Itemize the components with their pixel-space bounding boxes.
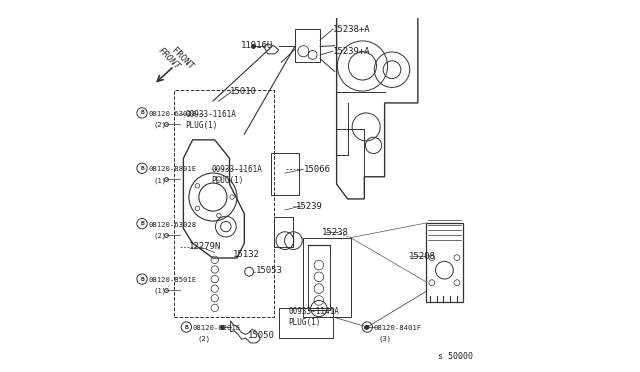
Text: B: B (140, 166, 144, 171)
Bar (426, 223, 463, 302)
Text: PLUG(1): PLUG(1) (185, 121, 218, 129)
Bar (271, 153, 299, 195)
Text: 00933-1161A: 00933-1161A (185, 109, 236, 119)
Text: FRONT: FRONT (170, 46, 195, 71)
Text: FRONT: FRONT (157, 46, 182, 71)
Text: 15053: 15053 (255, 266, 282, 275)
Bar (278, 308, 333, 338)
Bar (174, 90, 274, 317)
Text: B: B (184, 324, 188, 330)
Bar (303, 238, 351, 317)
Text: 00933-1161A: 00933-1161A (211, 165, 262, 174)
Text: 08120-63028: 08120-63028 (148, 111, 196, 117)
Text: (2): (2) (197, 336, 211, 343)
Text: 15208: 15208 (408, 251, 435, 261)
Text: (1): (1) (153, 288, 166, 295)
Bar (274, 217, 293, 247)
Text: 15010: 15010 (230, 87, 257, 96)
Text: PLUG(1): PLUG(1) (211, 176, 243, 185)
Text: s 50000: s 50000 (438, 352, 473, 361)
Text: 11916U: 11916U (241, 41, 273, 50)
Text: (2): (2) (153, 232, 166, 239)
Text: (2): (2) (153, 122, 166, 128)
Text: 08120-63028: 08120-63028 (148, 222, 196, 228)
Text: 08120-8801E: 08120-8801E (148, 166, 196, 172)
Bar (308, 245, 330, 310)
Text: 15238: 15238 (322, 228, 349, 237)
Text: 15239+A: 15239+A (333, 47, 371, 56)
Text: B: B (365, 324, 369, 330)
Text: PLUG(1): PLUG(1) (289, 318, 321, 327)
Text: (1): (1) (153, 177, 166, 184)
Text: 15238+A: 15238+A (333, 25, 371, 33)
Text: 15132: 15132 (233, 250, 260, 259)
Text: 08120-8501E: 08120-8501E (148, 277, 196, 283)
Text: 08120-8201E: 08120-8201E (193, 325, 241, 331)
Bar (295, 29, 320, 62)
Text: 15239: 15239 (296, 202, 323, 211)
Text: B: B (140, 276, 144, 282)
Text: B: B (140, 110, 144, 115)
Text: 15050: 15050 (248, 331, 275, 340)
Text: 00933-1141A: 00933-1141A (289, 307, 339, 316)
Text: 12279N: 12279N (189, 243, 221, 251)
Text: 15066: 15066 (303, 165, 330, 174)
Text: B: B (140, 221, 144, 226)
Text: 08120-8401F: 08120-8401F (374, 325, 422, 331)
Text: (3): (3) (378, 336, 392, 343)
